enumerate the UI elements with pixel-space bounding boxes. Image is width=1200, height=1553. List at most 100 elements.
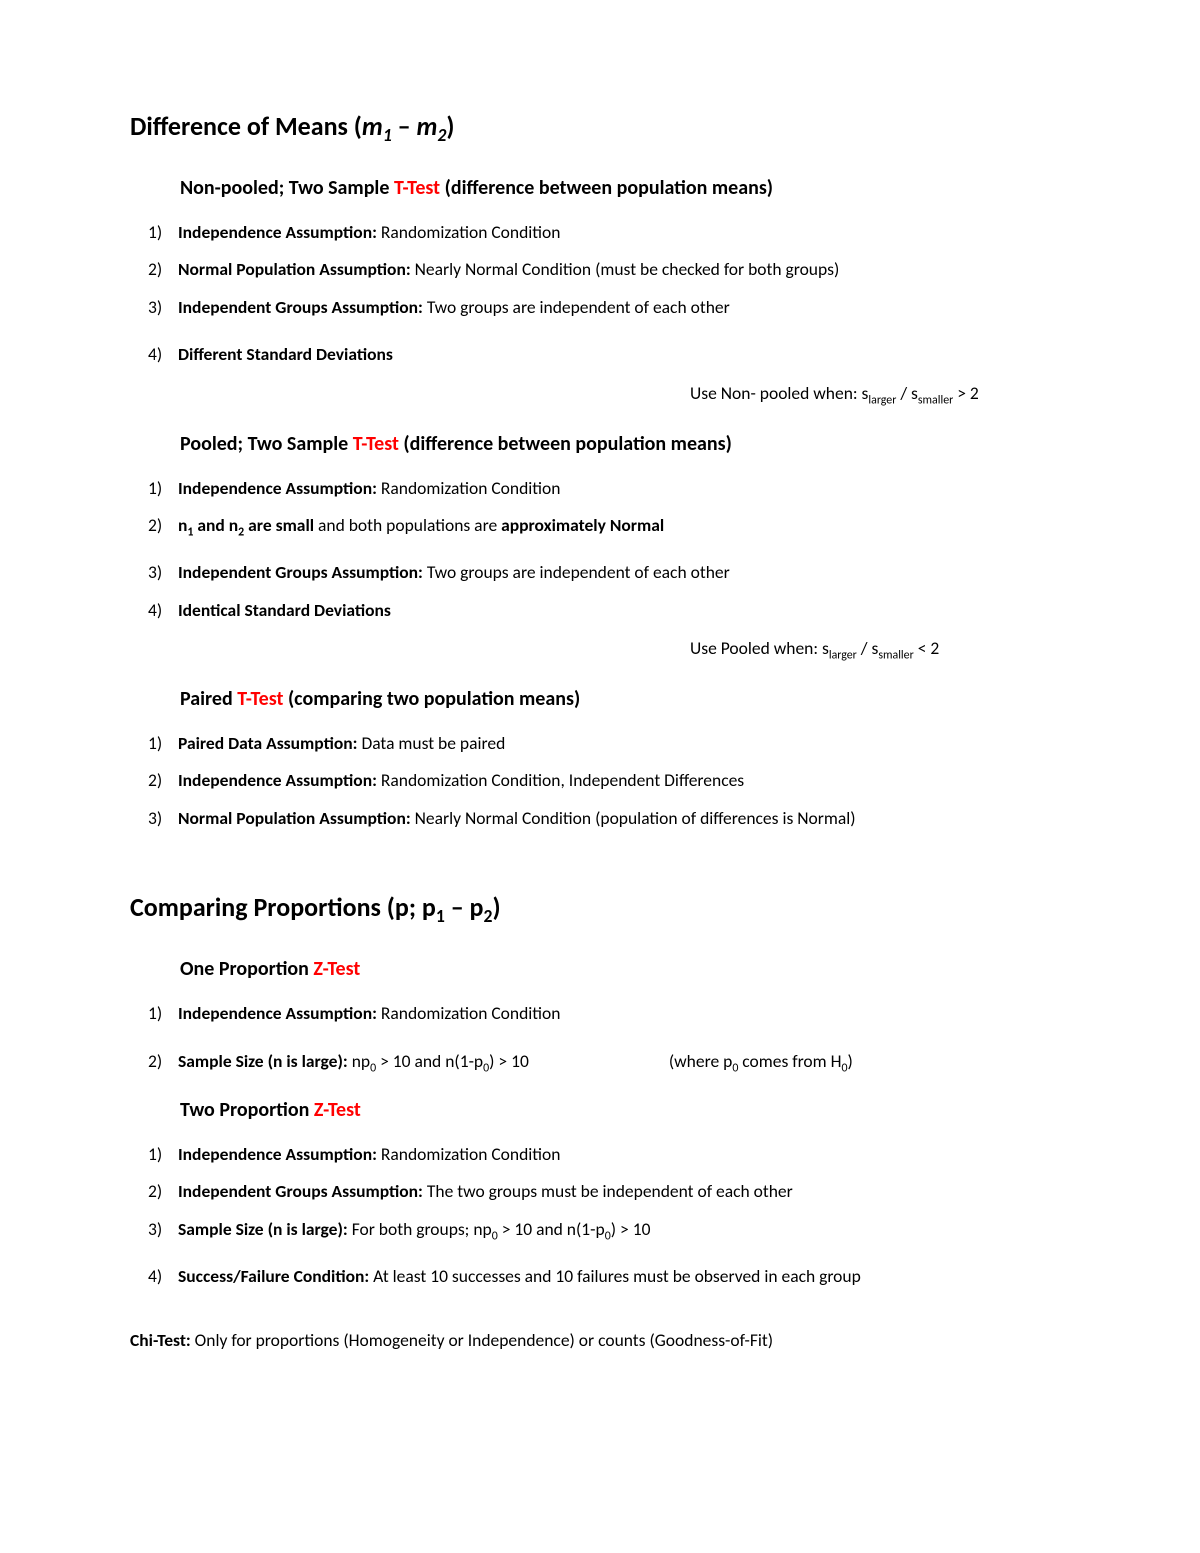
heading-a: Non-pooled; Two Sample [180, 176, 394, 200]
item-num: 3) [148, 1217, 162, 1242]
item-num: 1) [148, 1142, 162, 1167]
item-bold: Success/Failure Condition: [178, 1265, 369, 1287]
list-item: 1) Independence Assumption: Randomization… [148, 1142, 1070, 1167]
t: ) > 10 [611, 1218, 651, 1240]
t: > 10 and n(1-p [376, 1050, 483, 1072]
rule-prefix: Use Pooled when: s [690, 637, 829, 659]
item-num: 1) [148, 220, 162, 245]
pooled-heading: Pooled; Two Sample T-Test (difference be… [130, 432, 1070, 456]
twop-heading: Two Proportion Z-Test [130, 1098, 1070, 1122]
list-item: 2)Independence Assumption: Randomization… [148, 768, 1070, 793]
list-item: 2)Sample Size (n is large): np0 > 10 and… [148, 1049, 1070, 1074]
rule-sub1: larger [829, 649, 857, 663]
heading-b: (difference between population means) [399, 432, 732, 456]
list-item: 4)Different Standard Deviations [148, 342, 1070, 367]
list-item: 1)Paired Data Assumption: Data must be p… [148, 731, 1070, 756]
item-rest-a: and both populations are [314, 514, 501, 536]
heading-b: (difference between population means) [440, 176, 773, 200]
item-num: 2) [148, 513, 162, 538]
heading-a: Paired [180, 687, 237, 711]
item-num: 4) [148, 598, 162, 623]
item-bold: Independence Assumption: [178, 1143, 377, 1165]
title-italic2: m [417, 110, 438, 142]
paired-list: 1)Paired Data Assumption: Data must be p… [130, 731, 1070, 831]
list-item: 1)Independence Assumption: Randomization… [148, 1001, 1070, 1026]
item-bold: Independence Assumption: [178, 769, 377, 791]
item-rest: The two groups must be independent of ea… [423, 1180, 793, 1202]
chi-test-note: Chi-Test: Only for proportions (Homogene… [130, 1329, 1070, 1351]
item-bold: Independence Assumption: [178, 1002, 377, 1024]
item-bold: Normal Population Assumption: [178, 807, 411, 829]
item-num: 3) [148, 806, 162, 831]
t: ) > 10 [489, 1050, 529, 1072]
item-bold: Normal Population Assumption: [178, 258, 411, 280]
list-item: 3) Sample Size (n is large): For both gro… [148, 1217, 1070, 1242]
rule-suffix: < 2 [914, 637, 940, 659]
list-item: 4)Success/Failure Condition: At least 10… [148, 1264, 1070, 1289]
item-rest: Randomization Condition [377, 221, 561, 243]
item-bold: Sample Size (n is large): [178, 1218, 348, 1240]
pooled-rule: Use Pooled when: slarger / ssmaller < 2 [130, 637, 1070, 659]
heading-b: (comparing two population means) [283, 687, 580, 711]
nonpooled-heading: Non-pooled; Two Sample T-Test (differenc… [130, 176, 1070, 200]
item-rest: Randomization Condition [377, 1143, 561, 1165]
item-num: 3) [148, 560, 162, 585]
item-bold: Independence Assumption: [178, 477, 377, 499]
heading-red: T-Test [237, 687, 283, 711]
t: For both groups; np [348, 1218, 492, 1240]
list-item: 3) Normal Population Assumption: Nearly N… [148, 806, 1070, 831]
title-a: Comparing Proportions (p; p [130, 891, 436, 923]
title-tail: ) [492, 891, 500, 923]
rule-mid: / s [857, 637, 879, 659]
item-bold: Sample Size (n is large): [178, 1050, 348, 1072]
list-item: 4)Identical Standard Deviations [148, 598, 1070, 623]
heading-red: T-Test [394, 176, 440, 200]
section2-title: Comparing Proportions (p; p1 – p2) [130, 891, 1070, 923]
nonpooled-rule: Use Non- pooled when: slarger / ssmaller… [130, 382, 1070, 404]
title-mid: – p [445, 891, 484, 923]
heading-a: One Proportion [180, 957, 313, 981]
list-item: 1)Independence Assumption: Randomization… [148, 476, 1070, 501]
rule-sub1: larger [868, 393, 896, 407]
footer-bold: Chi-Test: [130, 1329, 191, 1351]
title-sub1: 1 [383, 124, 392, 146]
item-b1: n [178, 514, 187, 536]
item-bold: Independence Assumption: [178, 221, 377, 243]
pooled-list: 1)Independence Assumption: Randomization… [130, 476, 1070, 624]
t: np [348, 1050, 370, 1072]
title-text: Difference of Means ( [130, 110, 362, 142]
spacer [130, 1088, 1070, 1098]
item-num: 3) [148, 295, 162, 320]
document-page: Difference of Means (m1 – m2) Non-pooled… [0, 0, 1200, 1553]
list-item: 3) Independent Groups Assumption: Two gro… [148, 295, 1070, 320]
item-num: 1) [148, 731, 162, 756]
heading-red: Z-Test [313, 957, 360, 981]
item-num: 2) [148, 1049, 162, 1074]
item-bold: Independent Groups Assumption: [178, 1180, 423, 1202]
t: > 10 and n(1-p [498, 1218, 605, 1240]
item-bold-tail: approximately Normal [501, 514, 664, 536]
rule-sub2: smaller [918, 393, 953, 407]
item-bold: Independent Groups Assumption: [178, 561, 423, 583]
list-item: 3) Independent Groups Assumption: Two gro… [148, 560, 1070, 585]
note-c: ) [848, 1050, 853, 1072]
item-rest: Two groups are independent of each other [423, 296, 730, 318]
twop-list: 1) Independence Assumption: Randomization… [130, 1142, 1070, 1290]
item-b3: are small [244, 514, 314, 536]
heading-a: Two Proportion [180, 1098, 314, 1122]
item-bold: Independent Groups Assumption: [178, 296, 423, 318]
item-rest: Randomization Condition, Independent Dif… [377, 769, 744, 791]
onep-list: 1)Independence Assumption: Randomization… [130, 1001, 1070, 1074]
note-a: (where p [669, 1050, 732, 1072]
item-b2: and n [193, 514, 238, 536]
list-item: 1) Independence Assumption: Randomization… [148, 220, 1070, 245]
list-item: 2)n1 and n2 are small and both populatio… [148, 513, 1070, 538]
item-rest: Nearly Normal Condition (must be checked… [411, 258, 840, 280]
title-italic: m [362, 110, 383, 142]
item-rest: Nearly Normal Condition (population of d… [411, 807, 856, 829]
item-rest: Two groups are independent of each other [423, 561, 730, 583]
title-tail: ) [446, 110, 454, 142]
item-bold: Different Standard Deviations [178, 343, 393, 365]
footer-rest: Only for proportions (Homogeneity or Ind… [191, 1329, 773, 1351]
nonpooled-list: 1) Independence Assumption: Randomization… [130, 220, 1070, 368]
